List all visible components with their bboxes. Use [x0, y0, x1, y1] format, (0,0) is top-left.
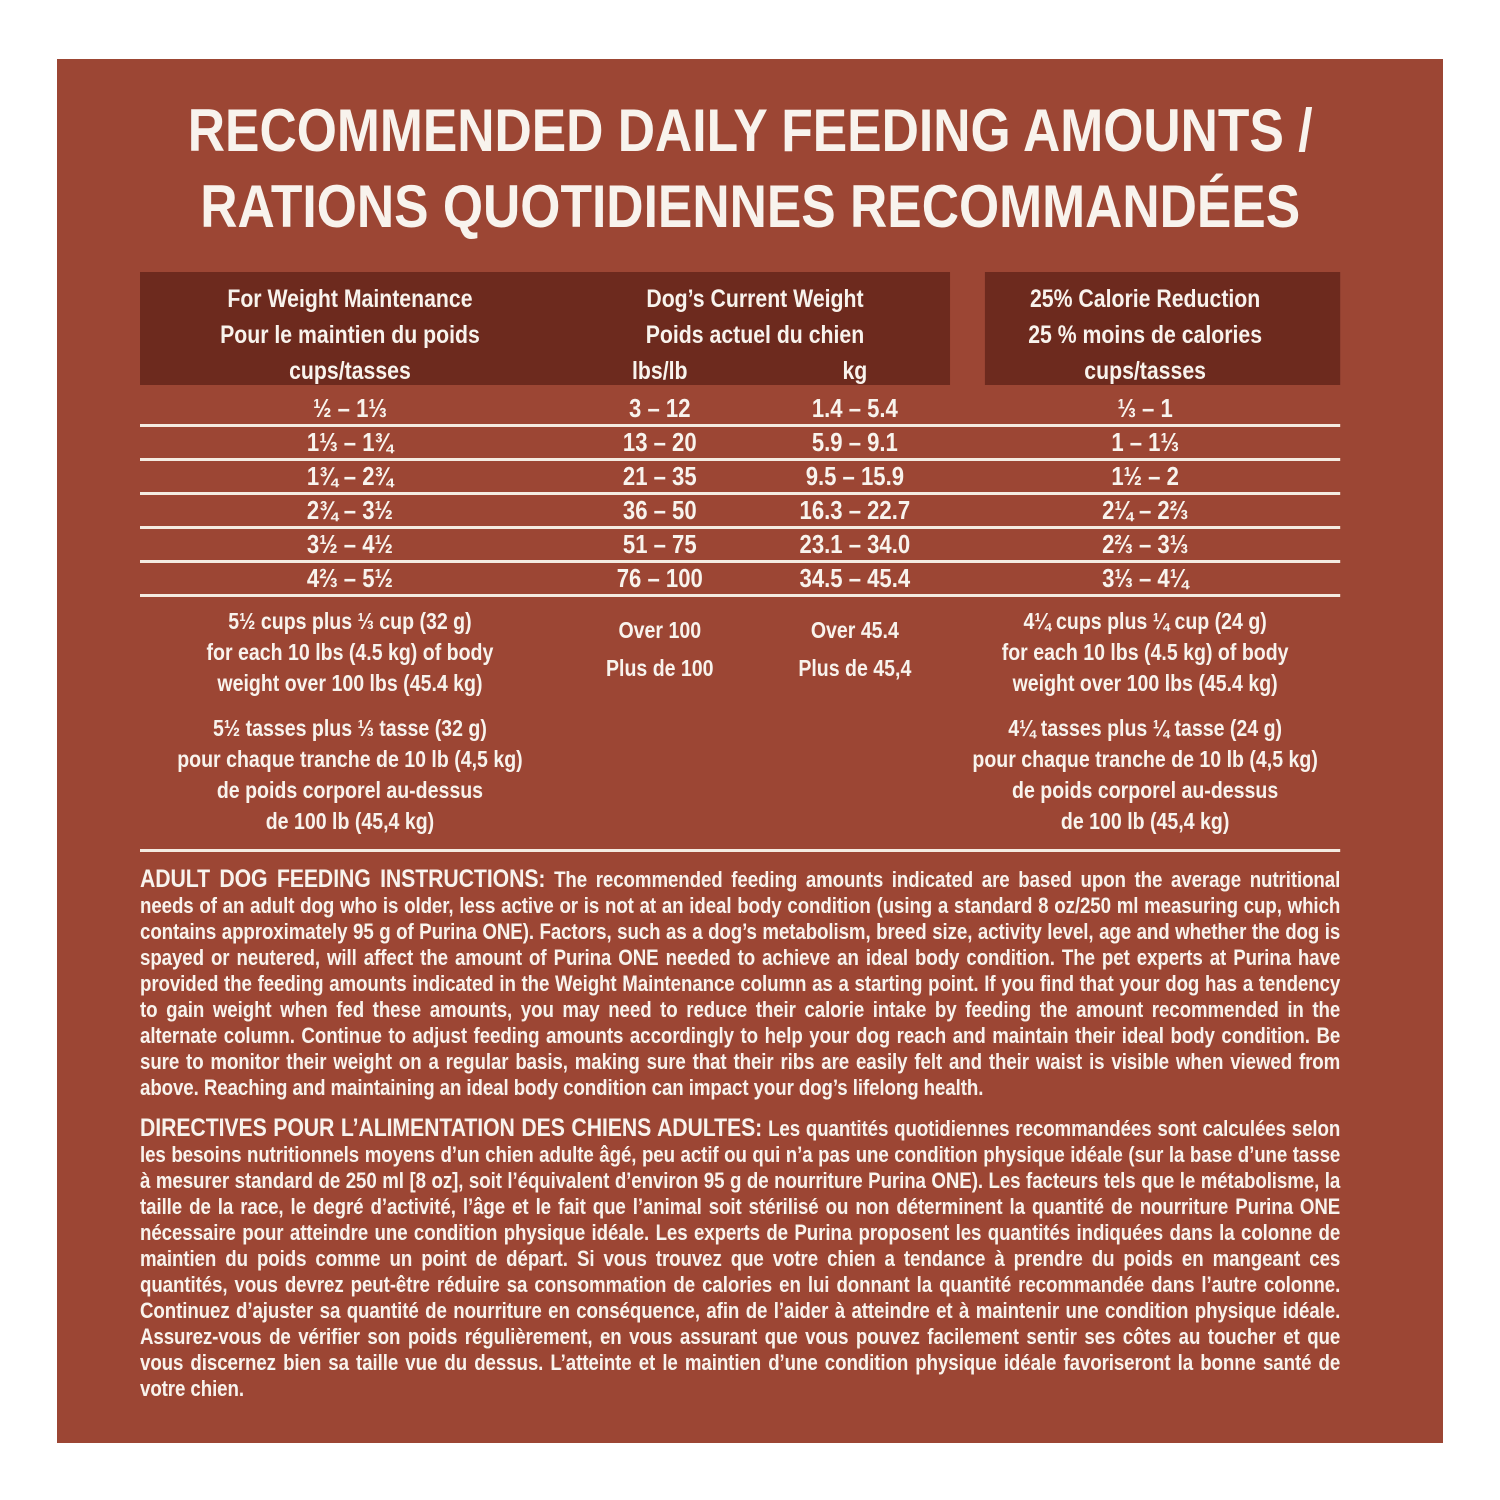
header-col-reduction: 25% Calorie Reduction 25 % moins de calo… [950, 281, 1340, 389]
cell-lbs: 76 – 100 [616, 563, 703, 593]
header-reduction-en: 25% Calorie Reduction [1029, 285, 1261, 313]
feeding-instructions-fr: DIRECTIVES POUR L’ALIMENTATION DES CHIEN… [140, 1115, 1340, 1402]
header-maintenance-en: For Weight Maintenance [227, 285, 473, 313]
cell-cups: 1⅓ – 1¾ [306, 427, 393, 457]
spacer [560, 713, 760, 837]
table-header: For Weight Maintenance Pour le maintien … [140, 272, 1341, 385]
cell-cups: 3½ – 4½ [306, 529, 393, 559]
cell-lbs: 51 – 75 [622, 529, 697, 559]
cell-cups-reduced: ⅓ – 1 [1117, 393, 1173, 423]
header-band-right [984, 272, 1341, 385]
cell-kg: 9.5 – 15.9 [805, 461, 905, 491]
header-reduction-units: cups/tasses [1084, 357, 1206, 385]
header-unit-kg: kg [842, 357, 868, 385]
cell-cups-reduced: 3⅓ – 4¼ [1102, 563, 1189, 593]
header-weight-en: Dog’s Current Weight [646, 285, 864, 313]
instructions-heading-fr: DIRECTIVES POUR L’ALIMENTATION DES CHIEN… [140, 1114, 763, 1142]
feeding-guide-panel: RECOMMENDED DAILY FEEDING AMOUNTS / RATI… [57, 59, 1443, 1443]
cell-kg: 1.4 – 5.4 [811, 393, 898, 423]
header-weight-units: lbs/lb kg [560, 353, 950, 389]
header-maintenance-fr: Pour le maintien du poids [220, 321, 480, 349]
cell-kg: 5.9 – 9.1 [811, 427, 898, 457]
table-row: 3½ – 4½ 51 – 75 23.1 – 34.0 2⅔ – 3⅓ [140, 529, 1341, 563]
header-grid: For Weight Maintenance Pour le maintien … [140, 272, 1340, 389]
over-kg: Over 45.4 Plus de 45,4 [798, 617, 912, 681]
table-row: ½ – 1⅓ 3 – 12 1.4 – 5.4 ⅓ – 1 [140, 393, 1341, 427]
cell-cups-reduced: 1½ – 2 [1111, 461, 1179, 491]
table-row: 1⅓ – 1¾ 13 – 20 5.9 – 9.1 1 – 1⅓ [140, 427, 1341, 461]
header-col-current-weight: Dog’s Current Weight Poids actuel du chi… [560, 281, 950, 389]
cell-kg: 34.5 – 45.4 [799, 563, 911, 593]
table-row: 4⅔ – 5½ 76 – 100 34.5 – 45.4 3⅓ – 4¼ [140, 563, 1341, 597]
over-lbs: Over 100 Plus de 100 [605, 617, 714, 681]
over-100-row-fr: 5½ tasses plus ⅓ tasse (32 g) pour chaqu… [140, 707, 1341, 852]
spacer [760, 713, 950, 837]
header-weight-fr: Poids actuel du chien [645, 321, 865, 349]
table-row: 2¾ – 3½ 36 – 50 16.3 – 22.7 2¼ – 2⅔ [140, 495, 1341, 529]
table-row: 1¾ – 2¾ 21 – 35 9.5 – 15.9 1½ – 2 [140, 461, 1341, 495]
header-reduction-fr: 25 % moins de calories [1028, 321, 1263, 349]
cell-lbs: 21 – 35 [622, 461, 697, 491]
over-100-row: 5½ cups plus ⅓ cup (32 g) for each 10 lb… [140, 597, 1340, 707]
cell-lbs: 3 – 12 [629, 393, 691, 423]
over-reduction-fr: 4¼ tasses plus ¼ tasse (24 g) pour chaqu… [972, 715, 1318, 834]
over-maintenance-en: 5½ cups plus ⅓ cup (32 g) for each 10 lb… [206, 608, 494, 696]
cell-kg: 16.3 – 22.7 [799, 495, 911, 525]
feeding-instructions-en: ADULT DOG FEEDING INSTRUCTIONS: The reco… [140, 866, 1340, 1101]
over-reduction-en: 4¼ cups plus ¼ cup (24 g) for each 10 lb… [1001, 608, 1289, 696]
cell-lbs: 36 – 50 [622, 495, 697, 525]
header-band-left [140, 272, 951, 385]
cell-cups: 4⅔ – 5½ [306, 563, 393, 593]
cell-cups: 2¾ – 3½ [306, 495, 393, 525]
page-title-line2: RATIONS QUOTIDIENNES RECOMMANDÉES [200, 173, 1301, 240]
cell-cups: 1¾ – 2¾ [306, 461, 393, 491]
instructions-body-en: The recommended feeding amounts indicate… [140, 867, 1341, 1100]
page-title-line1: RECOMMENDED DAILY FEEDING AMOUNTS / [187, 97, 1313, 164]
cell-kg: 23.1 – 34.0 [799, 529, 911, 559]
header-col-maintenance: For Weight Maintenance Pour le maintien … [140, 281, 560, 389]
cell-cups-reduced: 2¼ – 2⅔ [1102, 495, 1189, 525]
cell-lbs: 13 – 20 [622, 427, 697, 457]
header-unit-lbs: lbs/lb [632, 357, 688, 385]
content-column: For Weight Maintenance Pour le maintien … [140, 272, 1340, 1402]
header-maintenance-units: cups/tasses [289, 357, 411, 385]
instructions-heading-en: ADULT DOG FEEDING INSTRUCTIONS: [140, 865, 546, 893]
instructions-body-fr: Les quantités quotidiennes recommandées … [140, 1116, 1341, 1401]
cell-cups: ½ – 1⅓ [313, 393, 387, 423]
cell-cups-reduced: 2⅔ – 3⅓ [1102, 529, 1189, 559]
over-maintenance-fr: 5½ tasses plus ⅓ tasse (32 g) pour chaqu… [177, 715, 523, 834]
page-title: RECOMMENDED DAILY FEEDING AMOUNTS / RATI… [57, 93, 1443, 245]
cell-cups-reduced: 1 – 1⅓ [1111, 427, 1179, 457]
